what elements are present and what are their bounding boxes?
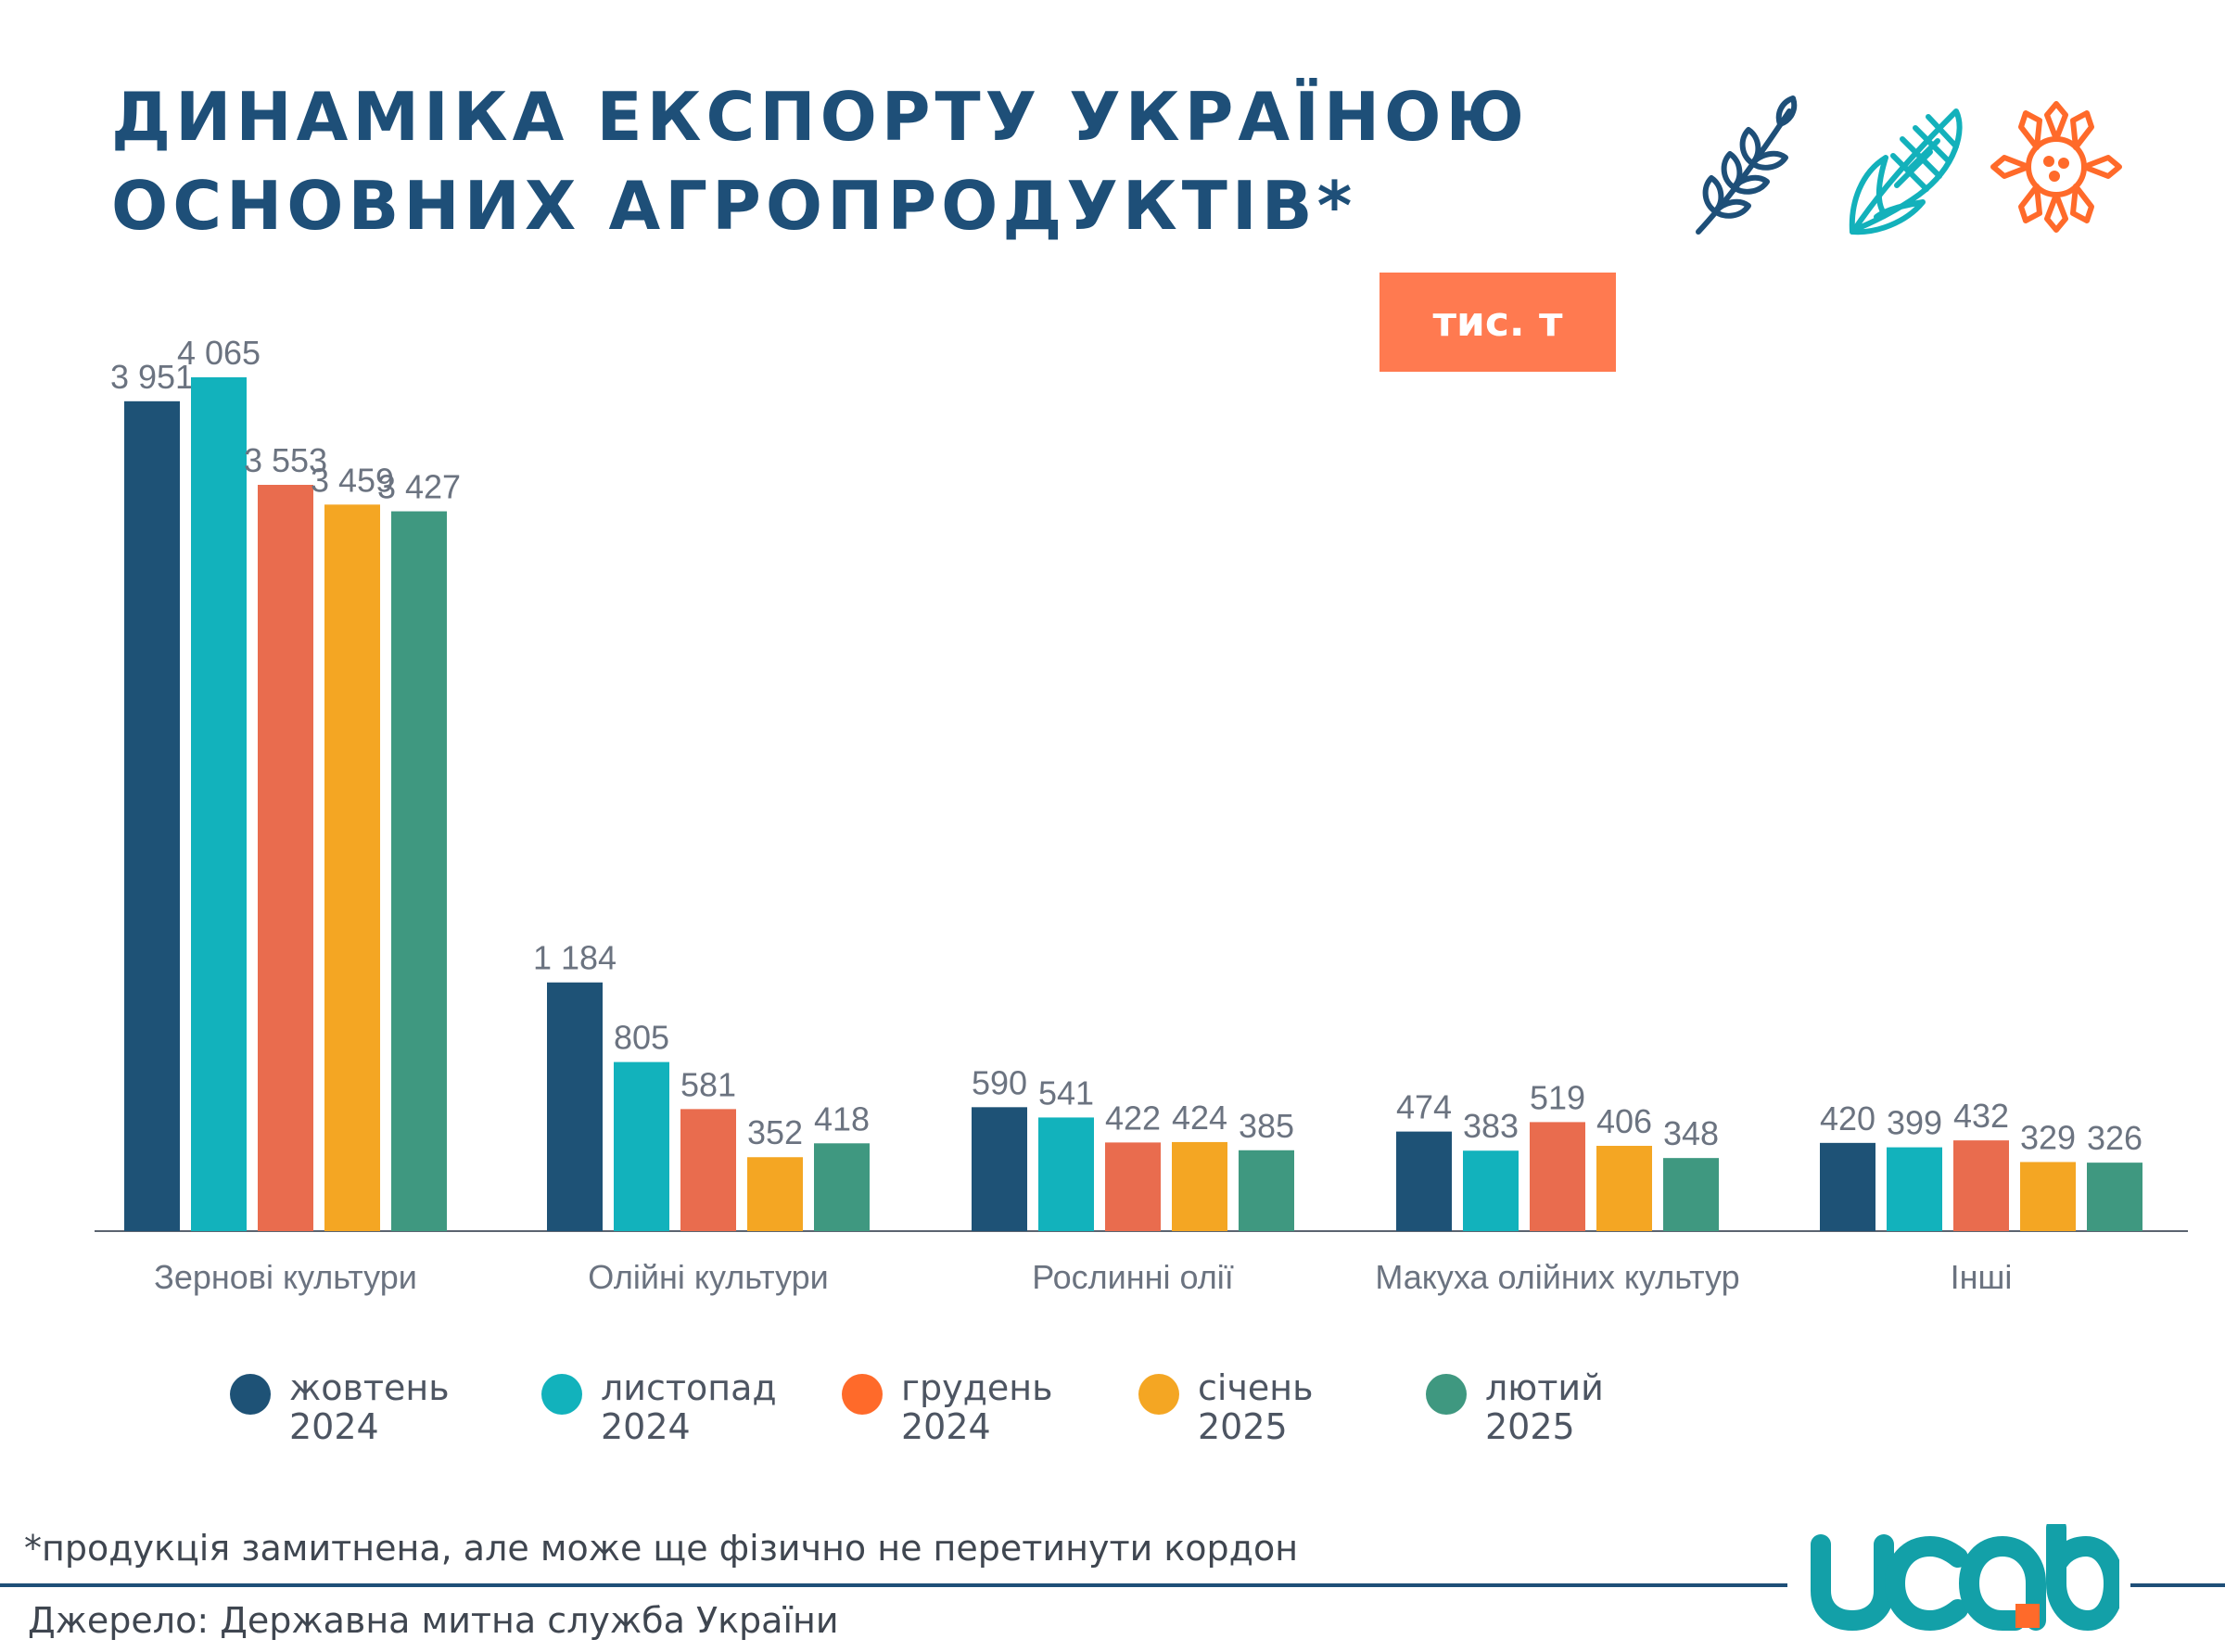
- bar-value-label: 418: [814, 1099, 870, 1137]
- bar-1-0: [547, 982, 603, 1231]
- legend-swatch: [1426, 1374, 1467, 1415]
- legend-swatch: [230, 1374, 271, 1415]
- bar-1-2: [680, 1109, 736, 1231]
- bar-value-label: 3 459: [311, 461, 394, 499]
- bar-1-1: [614, 1061, 669, 1231]
- footnote: *продукція замитнена, але може ще фізичн…: [24, 1528, 1299, 1569]
- bar-4-1: [1887, 1147, 1942, 1231]
- bar-3-0: [1396, 1131, 1452, 1231]
- bar-0-4: [391, 511, 447, 1231]
- title-line-1: ДИНАМІКА ЕКСПОРТУ УКРАЇНОЮ: [111, 78, 1529, 156]
- bar-0-1: [191, 377, 247, 1231]
- bar-3-4: [1663, 1158, 1719, 1231]
- bar-3-2: [1530, 1122, 1585, 1231]
- bar-4-2: [1953, 1140, 2009, 1231]
- bar-value-label: 432: [1953, 1097, 2009, 1135]
- category-label: Рослинні олії: [1032, 1258, 1234, 1296]
- category-label: Зернові культури: [154, 1258, 417, 1296]
- bar-value-label: 3 951: [110, 358, 194, 396]
- wheat-icon: [1696, 95, 1798, 235]
- bar-0-3: [324, 504, 380, 1231]
- bar-value-label: 326: [2087, 1119, 2142, 1157]
- bar-value-label: 352: [747, 1113, 803, 1151]
- legend-item: листопад 2024: [541, 1368, 777, 1446]
- bar-3-1: [1463, 1150, 1519, 1231]
- legend-label: листопад 2024: [601, 1367, 777, 1447]
- legend-swatch: [541, 1374, 582, 1415]
- bar-value-label: 474: [1396, 1088, 1452, 1126]
- bar-2-4: [1239, 1150, 1294, 1231]
- legend-item: жовтень 2024: [230, 1368, 450, 1446]
- ucab-logo: [1811, 1524, 2119, 1631]
- corn-icon: [1849, 108, 1963, 235]
- bar-value-label: 420: [1820, 1099, 1875, 1137]
- bar-value-label: 422: [1105, 1099, 1161, 1137]
- footer-divider-right: [2130, 1583, 2225, 1587]
- bar-value-label: 3 427: [377, 468, 461, 506]
- legend-item: січень 2025: [1138, 1368, 1314, 1446]
- bar-2-1: [1038, 1117, 1094, 1231]
- legend-item: грудень 2024: [842, 1368, 1052, 1446]
- bar-value-label: 805: [614, 1019, 669, 1057]
- legend-swatch: [1138, 1374, 1179, 1415]
- bar-3-3: [1596, 1146, 1652, 1231]
- bar-2-0: [972, 1107, 1027, 1231]
- bar-4-0: [1820, 1142, 1875, 1231]
- legend-label: січень 2025: [1198, 1367, 1314, 1447]
- bar-value-label: 3 553: [244, 441, 327, 479]
- bar-4-4: [2087, 1163, 2142, 1231]
- bar-value-label: 424: [1172, 1099, 1227, 1137]
- bar-value-label: 1 184: [533, 939, 617, 977]
- category-label: Олійні культури: [588, 1258, 829, 1296]
- bar-4-3: [2020, 1162, 2076, 1231]
- legend-item: лютий 2025: [1426, 1368, 1604, 1446]
- source-note: Джерело: Державна митна служба України: [28, 1600, 839, 1641]
- bar-value-label: 399: [1887, 1104, 1942, 1142]
- bar-value-label: 4 065: [177, 334, 261, 372]
- bar-value-label: 541: [1038, 1074, 1094, 1112]
- agro-icons: [1696, 95, 2122, 235]
- page-title: ДИНАМІКА ЕКСПОРТУ УКРАЇНОЮ ОСНОВНИХ АГРО…: [111, 72, 1529, 250]
- legend-label: жовтень 2024: [289, 1367, 450, 1447]
- bar-value-label: 348: [1663, 1114, 1719, 1152]
- bar-1-3: [747, 1157, 803, 1231]
- bar-2-3: [1172, 1141, 1227, 1231]
- footer-divider: [0, 1583, 1787, 1587]
- bar-0-0: [124, 400, 180, 1231]
- bar-2-2: [1105, 1142, 1161, 1231]
- sunflower-icon: [1990, 101, 2122, 233]
- bar-1-4: [814, 1143, 870, 1231]
- category-label: Інші: [1951, 1258, 2013, 1296]
- unit-badge: тис. т: [1380, 273, 1616, 372]
- title-line-2: ОСНОВНИХ АГРОПРОДУКТІВ*: [111, 167, 1357, 245]
- bar-value-label: 385: [1239, 1107, 1294, 1145]
- legend-swatch: [842, 1374, 883, 1415]
- bar-value-label: 329: [2020, 1118, 2076, 1156]
- bar-value-label: 519: [1530, 1078, 1585, 1116]
- legend-label: лютий 2025: [1485, 1367, 1604, 1447]
- bar-value-label: 406: [1596, 1102, 1652, 1140]
- legend-label: грудень 2024: [901, 1367, 1053, 1447]
- bar-0-2: [258, 485, 313, 1231]
- category-label: Макуха олійних культур: [1375, 1258, 1739, 1296]
- bar-value-label: 581: [680, 1065, 736, 1103]
- chart-legend: жовтень 2024 листопад 2024 грудень 2024 січ…: [230, 1368, 1713, 1470]
- bar-value-label: 590: [972, 1063, 1027, 1101]
- bar-value-label: 383: [1463, 1107, 1519, 1145]
